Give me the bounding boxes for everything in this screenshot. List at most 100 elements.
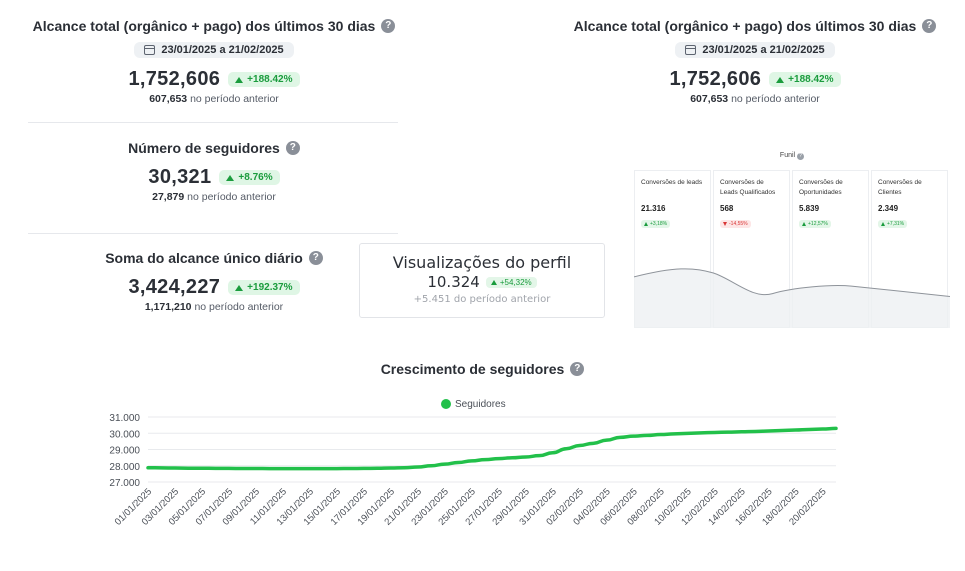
- reach-value: 1,752,606: [669, 68, 762, 90]
- funnel-stage-label: Conversões de Clientes: [878, 179, 922, 196]
- y-tick-label: 27.000: [109, 478, 140, 489]
- y-tick-label: 31.000: [109, 413, 140, 424]
- previous-period: +5.451 do período anterior: [413, 294, 551, 305]
- funnel-stage-label: Conversões de Oportunidades: [799, 179, 843, 196]
- daily-reach-title: Soma do alcance único diário ?: [105, 250, 323, 266]
- followers-title-text: Número de seguidores: [128, 140, 280, 156]
- previous-value: 607,653: [690, 93, 729, 105]
- triangle-down-icon: [723, 222, 727, 226]
- date-range-pill[interactable]: 23/01/2025 a 21/02/2025: [675, 42, 835, 58]
- funnel-stage-value: 568: [720, 204, 734, 213]
- y-tick-label: 30.000: [109, 429, 140, 440]
- change-badge: +12,57%: [799, 220, 831, 228]
- triangle-up-icon: [802, 222, 806, 226]
- change-text: +188.42%: [788, 74, 834, 85]
- question-circle-icon[interactable]: ?: [308, 251, 323, 265]
- triangle-up-icon: [235, 76, 244, 83]
- triangle-up-icon: [776, 76, 785, 83]
- funnel-title-text: Funil: [779, 152, 796, 159]
- previous-value: 1,171,210: [144, 301, 192, 313]
- change-text: +192.37%: [247, 282, 293, 293]
- y-tick-label: 29.000: [109, 446, 140, 457]
- funnel-stage-label: Conversões de Leads Qualificados: [720, 179, 776, 196]
- followers-growth-chart: 27.000 28.000 29.000 30.000 31.000 01/01/2025…: [0, 390, 965, 571]
- funnel-title: Funil ?: [634, 152, 950, 160]
- reach-title: Alcance total (orgânico + pago) dos últi…: [574, 18, 937, 34]
- triangle-up-icon: [644, 222, 648, 226]
- calendar-icon: [685, 45, 697, 55]
- change-badge: +7,31%: [878, 220, 908, 228]
- change-badge: +3,18%: [641, 220, 671, 228]
- reach-title-text: Alcance total (orgânico + pago) dos últi…: [573, 18, 917, 34]
- funnel-curve: [634, 268, 950, 328]
- calendar-icon: [144, 45, 156, 55]
- reach-card-left: Alcance total (orgânico + pago) dos últi…: [30, 18, 398, 105]
- profile-views-card: Visualizações do perfil 10.324 +54,32% +…: [359, 243, 605, 318]
- date-range-pill[interactable]: 23/01/2025 a 21/02/2025: [134, 42, 294, 58]
- date-range-text: 23/01/2025 a 21/02/2025: [702, 44, 825, 56]
- previous-suffix: no período anterior: [187, 191, 276, 203]
- previous-suffix: no período anterior: [731, 93, 820, 105]
- change-text: +7,31%: [887, 221, 905, 227]
- reach-title-text: Alcance total (orgânico + pago) dos últi…: [32, 18, 376, 34]
- question-circle-icon[interactable]: ?: [285, 141, 300, 155]
- triangle-up-icon: [490, 279, 497, 285]
- divider: [28, 122, 398, 123]
- triangle-up-icon: [235, 284, 244, 291]
- question-circle-icon[interactable]: ?: [381, 19, 396, 33]
- previous-value: 27,879: [152, 191, 185, 203]
- question-circle-icon[interactable]: ?: [922, 19, 937, 33]
- change-badge: +192.37%: [228, 280, 300, 295]
- followers-value: 30,321: [148, 166, 212, 188]
- change-text: +54,32%: [499, 277, 532, 287]
- change-badge: -14,55%: [720, 220, 751, 228]
- funnel-area: [634, 268, 950, 328]
- change-text: +3,18%: [650, 221, 668, 227]
- previous-period: 1,171,210 no período anterior: [30, 301, 398, 313]
- profile-views-title: Visualizações do perfil: [392, 253, 572, 272]
- previous-period: 27,879 no período anterior: [30, 191, 398, 203]
- change-text: +12,57%: [808, 221, 828, 227]
- previous-suffix: no período anterior: [194, 301, 284, 313]
- previous-suffix: no período anterior: [190, 93, 279, 105]
- change-badge: +8.76%: [219, 170, 280, 185]
- change-badge: +188.42%: [769, 72, 841, 87]
- y-tick-label: 28.000: [109, 462, 140, 473]
- reach-title: Alcance total (orgânico + pago) dos últi…: [33, 18, 396, 34]
- funnel-stage-value: 2.349: [878, 204, 899, 213]
- followers-title: Número de seguidores ?: [128, 140, 300, 156]
- legend-label[interactable]: Seguidores: [455, 399, 506, 410]
- funnel-stage-label: Conversões de leads: [641, 179, 703, 186]
- change-badge: +54,32%: [485, 276, 537, 288]
- funnel-stage-value: 5.839: [799, 204, 820, 213]
- triangle-up-icon: [226, 174, 235, 181]
- triangle-up-icon: [881, 222, 885, 226]
- previous-period: 607,653 no período anterior: [570, 93, 940, 105]
- legend-dot[interactable]: [441, 399, 451, 409]
- funnel-stage-value: 21.316: [641, 204, 666, 213]
- previous-period: 607,653 no período anterior: [30, 93, 398, 105]
- previous-value: 607,653: [149, 93, 188, 105]
- daily-reach-card: Soma do alcance único diário ? 3,424,227…: [30, 250, 398, 313]
- growth-chart-svg: 27.00028.00029.00030.00031.00001/01/2025…: [109, 399, 838, 528]
- funnel-widget: Funil ? Conversões de leads 21.316 +3,18% C…: [634, 148, 950, 328]
- date-range-text: 23/01/2025 a 21/02/2025: [161, 44, 284, 56]
- growth-title-inner: Crescimento de seguidores ?: [381, 361, 585, 377]
- question-circle-icon[interactable]: ?: [570, 362, 585, 376]
- change-badge: +188.42%: [228, 72, 300, 87]
- change-text: +188.42%: [247, 74, 293, 85]
- followers-card: Número de seguidores ? 30,321 +8.76% 27,…: [30, 140, 398, 203]
- growth-title: Crescimento de seguidores ?: [0, 361, 965, 379]
- growth-title-text: Crescimento de seguidores: [380, 361, 565, 377]
- series-line-seguidores: [146, 426, 838, 471]
- divider: [28, 233, 398, 234]
- daily-reach-title-text: Soma do alcance único diário: [105, 250, 303, 266]
- change-text: -14,55%: [729, 221, 748, 227]
- reach-value: 1,752,606: [128, 68, 221, 90]
- question-circle-icon[interactable]: ?: [797, 153, 805, 160]
- funnel-line: [634, 268, 950, 297]
- profile-views-value: 10.324: [427, 273, 480, 291]
- change-text: +8.76%: [238, 172, 273, 183]
- daily-reach-value: 3,424,227: [128, 276, 221, 298]
- reach-card-right: Alcance total (orgânico + pago) dos últi…: [570, 18, 940, 105]
